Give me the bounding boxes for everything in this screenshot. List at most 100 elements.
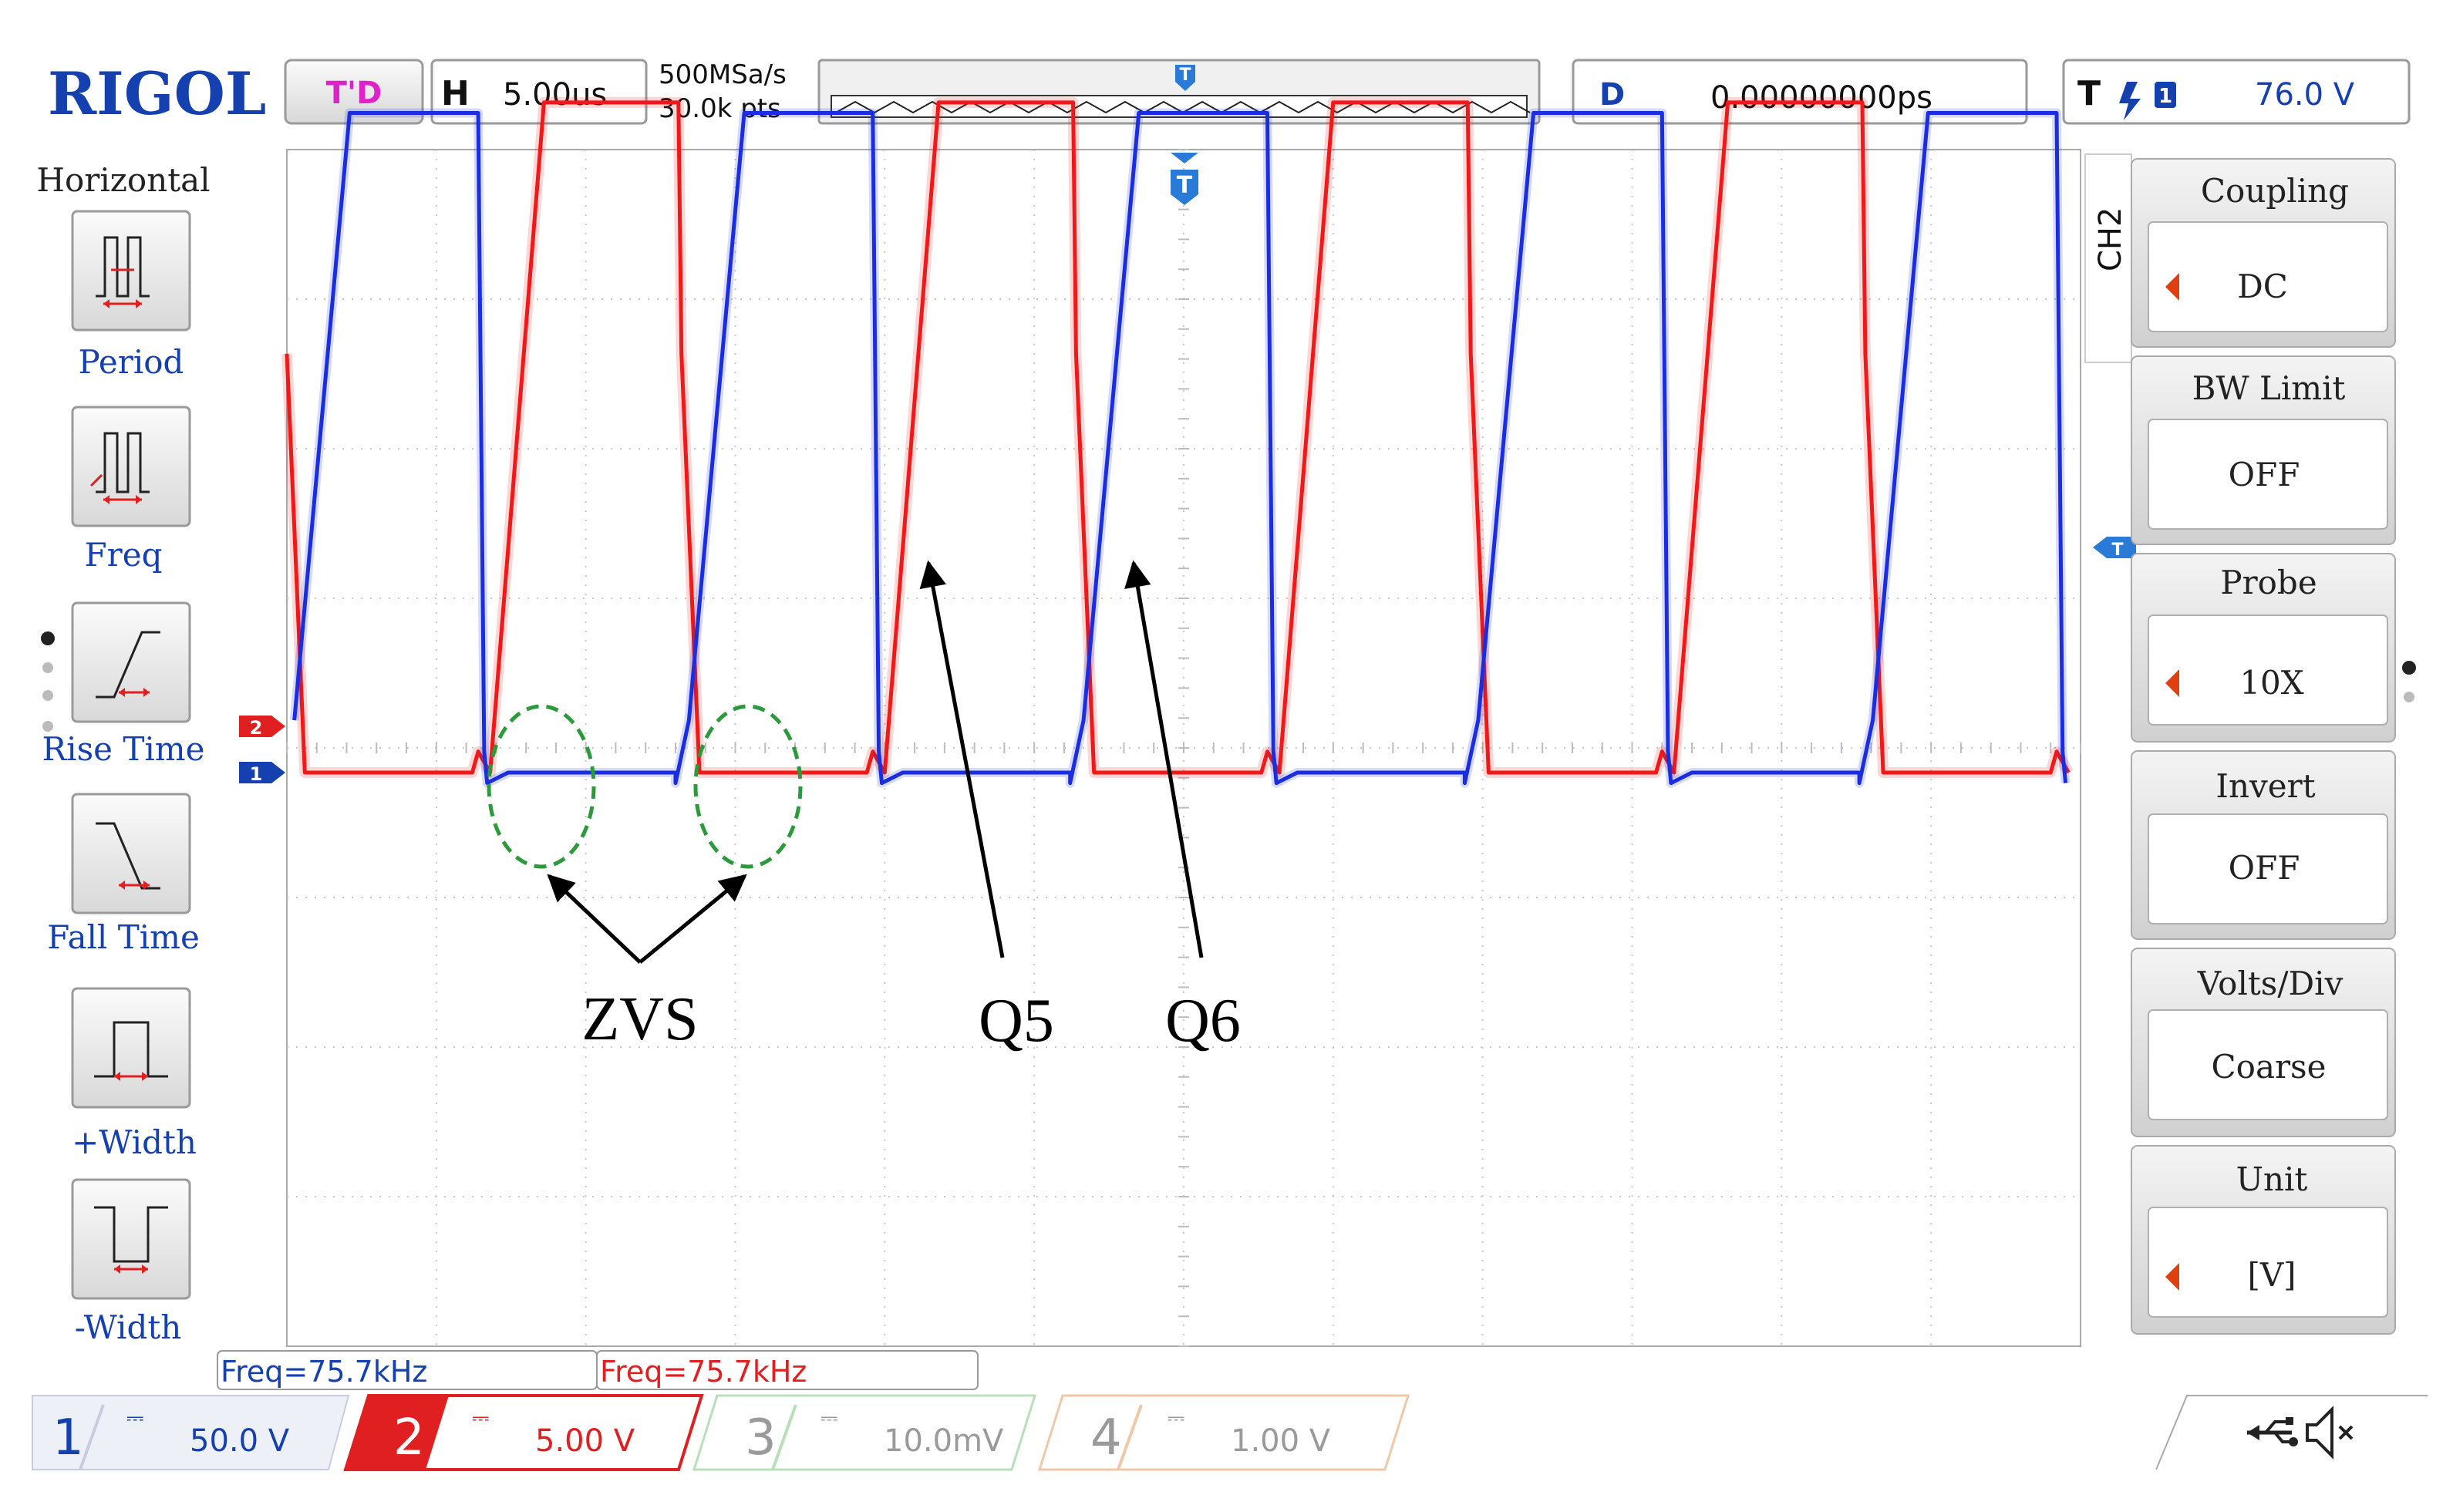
usb-icon <box>2247 1417 2298 1446</box>
svg-text:+Width: +Width <box>72 1123 197 1161</box>
svg-text:2: 2 <box>393 1409 425 1467</box>
measure-rise-time-button[interactable] <box>71 601 191 723</box>
trigger-source-ch1-icon: 1 <box>2155 82 2176 108</box>
ch3-status[interactable]: 3 ⎓ 10.0mV <box>692 1394 1037 1471</box>
svg-text:OFF: OFF <box>2229 849 2300 887</box>
ch2-ground-marker-icon[interactable]: 2 <box>239 716 285 739</box>
period-icon <box>96 236 150 298</box>
volts-div-menu-item[interactable]: Volts/Div Coarse <box>2131 948 2396 1137</box>
channel-1-trace <box>289 108 2071 788</box>
waveform-display[interactable]: T T 2 1 <box>239 96 2136 1347</box>
top-status-bar: RIGOL T'D H 5.00us 500MSa/s 30.0k pts T … <box>31 29 2429 137</box>
channel-2-trace <box>281 96 2074 778</box>
svg-text:[V]: [V] <box>2247 1256 2296 1294</box>
svg-text:1: 1 <box>2158 85 2172 108</box>
svg-text:BW Limit: BW Limit <box>2192 369 2346 407</box>
brand-logo: RIGOL <box>48 59 266 128</box>
bw-limit-menu-item[interactable]: BW Limit OFF <box>2131 355 2396 545</box>
svg-text:10.0mV: 10.0mV <box>884 1423 1004 1459</box>
zvs-ellipse-1 <box>487 704 596 869</box>
trigger-level-marker-icon[interactable]: T <box>2093 537 2136 560</box>
trigger-delay-box[interactable]: D 0.00000000ps <box>1572 59 2028 125</box>
svg-text:1: 1 <box>250 763 263 785</box>
left-measure-menu: Horizontal Period Freq Rise Time <box>31 154 216 1346</box>
right-menu-page-indicator-icon <box>2402 661 2416 702</box>
svg-text:Unit: Unit <box>2236 1160 2308 1198</box>
svg-text:T: T <box>2111 540 2123 560</box>
right-channel-menu: CH2 Coupling DC BW Limit OFF Probe 10X I… <box>2084 153 2416 1335</box>
ch2-trace-line <box>285 100 2071 775</box>
menu-channel-tag: CH2 <box>2093 207 2128 271</box>
ch1-ground-marker-icon[interactable]: 1 <box>239 762 285 785</box>
ch2-frequency: Freq=75.7kHz <box>600 1355 807 1389</box>
svg-text:Coupling: Coupling <box>2201 172 2349 210</box>
unit-menu-item[interactable]: Unit [V] <box>2131 1145 2396 1335</box>
q6-label: Q6 <box>1165 987 1241 1055</box>
zvs-arrow-2 <box>639 874 747 964</box>
svg-text:Volts/Div: Volts/Div <box>2197 965 2343 1002</box>
measure-negative-width-button[interactable] <box>71 1178 191 1300</box>
zvs-ellipse-2 <box>693 704 803 869</box>
svg-text:5.00 V: 5.00 V <box>535 1423 635 1459</box>
run-status-button[interactable]: T'D <box>284 59 424 125</box>
svg-text:-Width: -Width <box>75 1308 182 1346</box>
delay-value: 0.00000000ps <box>1710 80 1932 116</box>
svg-text:T: T <box>1177 172 1193 199</box>
negative-width-icon <box>94 1206 168 1263</box>
horizontal-timebase-box[interactable]: H 5.00us <box>430 59 648 125</box>
unit-select-arrow-icon <box>2165 1263 2179 1291</box>
svg-text:T: T <box>1179 66 1191 85</box>
ch3-coupling-icon: ⎓ <box>820 1405 837 1430</box>
q6-arrow <box>1124 560 1204 958</box>
trigger-position-marker-icon[interactable]: T <box>1171 153 1198 205</box>
svg-text:Freq: Freq <box>85 536 163 574</box>
ch1-trace-line <box>292 111 2068 786</box>
fall-time-icon <box>96 822 160 890</box>
svg-text:4: 4 <box>1090 1409 1122 1467</box>
ch4-coupling-icon: ⎓ <box>1168 1405 1184 1430</box>
frequency-icon <box>96 432 150 493</box>
trigger-status-box[interactable]: T 1 76.0 V <box>2062 59 2411 125</box>
svg-text:1: 1 <box>52 1409 84 1467</box>
system-status-area <box>2155 1395 2428 1470</box>
left-menu-page-indicator-icon <box>41 631 55 732</box>
invert-menu-item[interactable]: Invert OFF <box>2131 750 2396 940</box>
ch1-status[interactable]: 1 ⎓ 50.0 V <box>32 1395 350 1470</box>
measure-positive-width-button[interactable] <box>71 987 191 1109</box>
ch4-status[interactable]: 4 ⎓ 1.00 V <box>1037 1394 1410 1471</box>
timebase-value: 5.00us <box>503 77 607 113</box>
trigger-level: 76.0 V <box>2255 77 2355 113</box>
svg-text:Invert: Invert <box>2215 767 2315 805</box>
svg-text:Period: Period <box>79 343 184 381</box>
svg-text:1.00 V: 1.00 V <box>1231 1423 1331 1459</box>
measure-period-button[interactable] <box>71 210 191 332</box>
svg-text:Probe: Probe <box>2220 564 2317 601</box>
svg-text:10X: 10X <box>2239 664 2303 702</box>
measure-fall-time-button[interactable] <box>71 793 191 914</box>
trigger-letter: T <box>2077 74 2101 113</box>
measurement-readout: Freq=75.7kHz Freq=75.7kHz <box>217 1350 979 1390</box>
ch2-status[interactable]: 2 ⎓ 5.00 V <box>343 1394 704 1471</box>
measure-freq-button[interactable] <box>71 406 191 527</box>
svg-text:2: 2 <box>250 717 263 739</box>
channel-status-bar: 1 ⎓ 50.0 V 2 ⎓ 5.00 V 3 ⎓ 10.0mV 4 ⎓ 1.0… <box>32 1394 2428 1471</box>
speaker-muted-icon[interactable] <box>2306 1406 2354 1460</box>
coupling-menu-item[interactable]: Coupling DC <box>2131 158 2396 348</box>
svg-text:OFF: OFF <box>2229 456 2300 493</box>
delay-label: D <box>1599 77 1625 113</box>
probe-select-arrow-icon <box>2165 669 2179 697</box>
timebase-letter: H <box>441 74 470 113</box>
probe-menu-item[interactable]: Probe 10X <box>2131 553 2396 743</box>
q5-arrow <box>919 560 1005 958</box>
svg-text:3: 3 <box>745 1409 777 1467</box>
left-menu-title: Horizontal <box>36 161 210 199</box>
zvs-arrow-1 <box>547 874 642 964</box>
rise-time-icon <box>96 631 160 699</box>
coupling-select-arrow-icon <box>2165 273 2179 301</box>
ch1-frequency: Freq=75.7kHz <box>221 1355 427 1389</box>
svg-text:Rise Time: Rise Time <box>42 730 205 768</box>
sample-rate: 500MSa/s <box>659 59 787 90</box>
svg-text:DC: DC <box>2237 268 2288 305</box>
